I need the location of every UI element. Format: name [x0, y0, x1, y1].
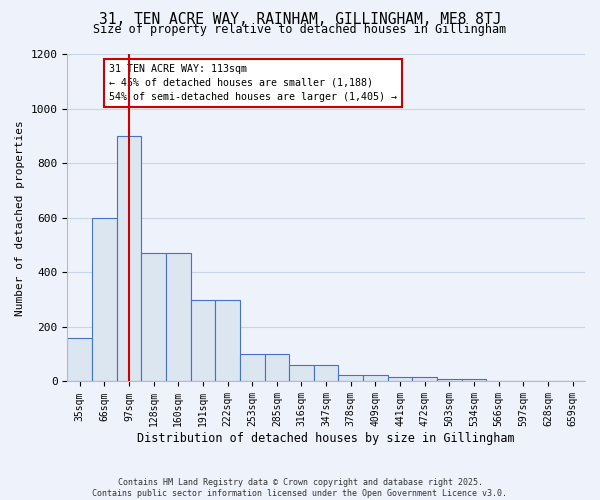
Bar [437, 378, 462, 382]
Bar [388, 378, 412, 382]
Bar [338, 374, 363, 382]
Bar [92, 218, 116, 382]
Bar [240, 354, 265, 382]
Bar [191, 300, 215, 382]
Bar [141, 253, 166, 382]
Text: Contains HM Land Registry data © Crown copyright and database right 2025.
Contai: Contains HM Land Registry data © Crown c… [92, 478, 508, 498]
Bar [363, 374, 388, 382]
Bar [67, 338, 92, 382]
Text: 31, TEN ACRE WAY, RAINHAM, GILLINGHAM, ME8 8TJ: 31, TEN ACRE WAY, RAINHAM, GILLINGHAM, M… [99, 12, 501, 28]
Text: 31 TEN ACRE WAY: 113sqm
← 45% of detached houses are smaller (1,188)
54% of semi: 31 TEN ACRE WAY: 113sqm ← 45% of detache… [109, 64, 397, 102]
X-axis label: Distribution of detached houses by size in Gillingham: Distribution of detached houses by size … [137, 432, 515, 445]
Bar [265, 354, 289, 382]
Bar [314, 365, 338, 382]
Bar [116, 136, 141, 382]
Bar [215, 300, 240, 382]
Bar [412, 378, 437, 382]
Bar [462, 378, 487, 382]
Text: Size of property relative to detached houses in Gillingham: Size of property relative to detached ho… [94, 22, 506, 36]
Bar [166, 253, 191, 382]
Y-axis label: Number of detached properties: Number of detached properties [15, 120, 25, 316]
Bar [289, 365, 314, 382]
